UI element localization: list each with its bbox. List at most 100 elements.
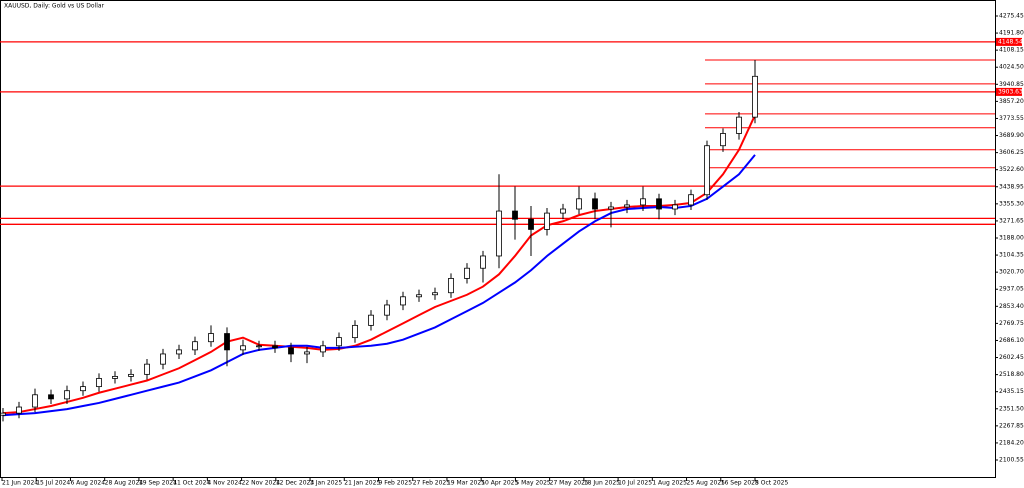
y-tick-label: 2853.40 [999, 303, 1024, 310]
price-label-box [996, 37, 1022, 46]
candle-body [608, 206, 614, 210]
y-tick-label: 2351.50 [999, 405, 1024, 412]
y-tick-label: 3020.70 [999, 269, 1024, 276]
candle-body [720, 133, 726, 147]
y-tick-label: 2267.85 [999, 422, 1024, 429]
candle-body [736, 116, 742, 134]
candle-body [432, 292, 438, 296]
x-tick-label: 11 Oct 2024 [173, 480, 210, 487]
candle-body [448, 278, 454, 294]
x-tick-label: 10 Jul 2025 [618, 480, 652, 487]
x-tick-label: 19 Mar 2025 [447, 480, 485, 487]
candle-body [640, 198, 646, 206]
candle-body [288, 347, 294, 355]
y-tick-label: 4024.50 [999, 64, 1024, 71]
candle-body [752, 75, 758, 118]
candle-body [560, 208, 566, 214]
y-tick-label: 2769.75 [999, 320, 1024, 327]
x-tick-label: 21 Jan 2025 [344, 480, 380, 487]
y-tick-label: 3438.95 [999, 183, 1024, 190]
candle-body [32, 394, 38, 408]
y-tick-label: 4191.80 [999, 30, 1024, 37]
candle-body [368, 314, 374, 326]
candle-body [592, 198, 598, 210]
y-tick-label: 3689.90 [999, 132, 1024, 139]
candle-body [528, 218, 534, 230]
candle-body [480, 255, 486, 269]
x-tick-label: 1 Aug 2025 [652, 480, 687, 487]
candle-body [464, 267, 470, 279]
y-tick-label: 3606.25 [999, 149, 1024, 156]
chart-title: XAUUSD, Daily: Gold vs US Dollar [4, 3, 105, 10]
candle-body [272, 345, 278, 349]
price-label: 4148.54 [998, 38, 1023, 45]
x-tick-label: 8 Oct 2025 [755, 480, 788, 487]
x-tick-label: 25 Aug 2025 [687, 480, 726, 487]
candle-body [656, 198, 662, 210]
x-tick-label: 12 Dec 2024 [276, 480, 315, 487]
y-tick-label: 2100.55 [999, 457, 1024, 464]
x-tick-label: 18 Jun 2025 [584, 480, 620, 487]
candle-body [688, 194, 694, 206]
candle-body [128, 373, 134, 377]
candle-body [64, 390, 70, 400]
x-tick-label: 9 Feb 2025 [379, 480, 413, 487]
candle-body [48, 394, 54, 400]
candle-body [320, 345, 326, 353]
y-tick-label: 2518.80 [999, 371, 1024, 378]
candle-body [384, 304, 390, 316]
candle-body [144, 363, 150, 375]
price-label: 3903.63 [998, 88, 1023, 95]
candle-body [304, 351, 310, 355]
candle-body [672, 204, 678, 210]
y-tick-label: 3940.85 [999, 81, 1024, 88]
candle-body [400, 296, 406, 306]
y-tick-label: 4275.45 [999, 12, 1024, 19]
moving-average [2, 154, 756, 417]
x-tick-label: 6 Aug 2024 [70, 480, 105, 487]
candle-body [192, 341, 198, 351]
x-tick-label: 15 Jul 2024 [36, 480, 70, 487]
candle-body [352, 324, 358, 339]
x-tick-label: 5 May 2025 [515, 480, 550, 487]
y-tick-label: 3773.55 [999, 115, 1024, 122]
x-tick-label: 4 Nov 2024 [207, 480, 242, 487]
candle-body [256, 345, 262, 348]
candle-body [160, 353, 166, 365]
candle-body [496, 210, 502, 257]
x-tick-label: 21 Jun 2024 [2, 480, 38, 487]
candle-body [112, 376, 118, 379]
x-tick-label: 28 Aug 2024 [105, 480, 144, 487]
candle-body [16, 406, 22, 414]
candle-body [80, 386, 86, 392]
y-tick-label: 2937.05 [999, 286, 1024, 293]
y-tick-label: 4108.15 [999, 47, 1024, 54]
x-tick-label: 22 Nov 2024 [242, 480, 281, 487]
x-tick-label: 3 Jan 2025 [310, 480, 342, 487]
y-tick-label: 3857.20 [999, 98, 1024, 105]
y-tick-label: 3271.65 [999, 217, 1024, 224]
candle-body [240, 345, 246, 351]
candle-body [176, 349, 182, 355]
x-tick-label: 19 Sep 2024 [139, 480, 177, 487]
candle-body [0, 412, 6, 416]
y-tick-label: 3104.35 [999, 252, 1024, 259]
candle-body [224, 333, 230, 351]
x-tick-label: 27 May 2025 [550, 480, 589, 487]
candle-body [512, 210, 518, 220]
candle-body [576, 198, 582, 210]
y-tick-label: 3522.60 [999, 166, 1024, 173]
candle-body [96, 378, 102, 388]
y-tick-label: 2184.20 [999, 439, 1024, 446]
y-tick-label: 2686.10 [999, 337, 1024, 344]
y-tick-label: 3355.30 [999, 200, 1024, 207]
x-tick-label: 10 Apr 2025 [481, 480, 518, 487]
candle-body [704, 145, 710, 196]
y-tick-label: 2435.15 [999, 388, 1024, 395]
y-tick-label: 3188.00 [999, 234, 1024, 241]
y-tick-label: 2602.45 [999, 354, 1024, 361]
candle-body [208, 333, 214, 343]
candle-body [624, 204, 630, 208]
x-tick-label: 27 Feb 2025 [413, 480, 451, 487]
